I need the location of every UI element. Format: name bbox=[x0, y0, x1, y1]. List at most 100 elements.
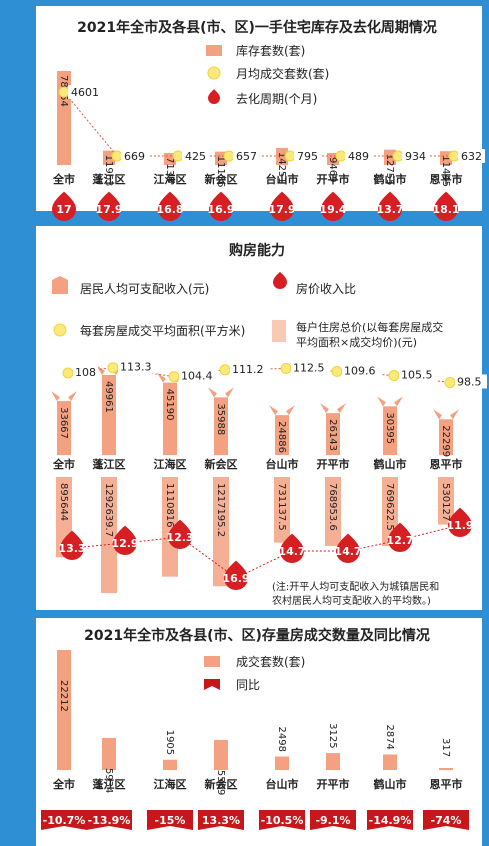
chart3-yoy-value-1: -13.9% bbox=[88, 814, 131, 827]
chart1-bar-value-1: 11963 bbox=[103, 155, 114, 187]
chart2-total-value-1: 1292639.7 bbox=[103, 483, 114, 537]
chart2-ratio-drop-0-label: 13.3 bbox=[58, 542, 85, 555]
divider-top bbox=[10, 214, 470, 220]
chart2-category-2: 江海区 bbox=[154, 457, 187, 471]
chart3-yoy-badge-4 bbox=[259, 810, 305, 830]
chart2-income-horn-right-4 bbox=[286, 405, 295, 416]
chart1-legend-dot-swatch bbox=[207, 66, 221, 80]
chart2-area-box-3 bbox=[230, 361, 269, 376]
chart1-category-7: 恩平市 bbox=[430, 172, 463, 186]
chart2-total-value-0: 895644 bbox=[58, 483, 69, 521]
chart1-bar-value-3: 11136 bbox=[215, 156, 226, 188]
chart2-total-bar-3 bbox=[213, 477, 229, 587]
chart2-legend-total-line2: 平均面积×成交均价)(元) bbox=[296, 335, 417, 349]
chart2-legend-total-line1: 每户住房总价(以每套房屋成交 bbox=[296, 320, 443, 334]
chart2-area-box-0 bbox=[73, 365, 98, 379]
chart3-yoy-value-0: -10.7% bbox=[43, 814, 86, 827]
chart1-monthly-dot-0 bbox=[58, 86, 70, 98]
chart2-area-value-7: 98.5 bbox=[457, 376, 482, 389]
chart2-ratio-drop-2 bbox=[168, 519, 192, 549]
chart1-cycle-drop-5 bbox=[321, 191, 345, 221]
chart2-income-horn-left-2 bbox=[157, 372, 166, 383]
chart3-category-7: 恩平市 bbox=[430, 777, 463, 791]
chart3-category-6: 鹤山市 bbox=[374, 777, 407, 791]
chart1-cycle-drop-7 bbox=[434, 191, 458, 221]
chart3-yoy-badge-2 bbox=[147, 810, 193, 830]
chart1-cycle-drop-0 bbox=[52, 191, 76, 221]
chart2-income-horn-right-6 bbox=[394, 396, 403, 407]
chart3-yoy-badge-3 bbox=[198, 810, 244, 830]
chart2-title: 购房能力 bbox=[229, 242, 285, 259]
chart1-monthly-value-4: 795 bbox=[297, 150, 318, 163]
chart3-category-1: 蓬江区 bbox=[93, 777, 126, 791]
chart3-yoy-value-6: -14.9% bbox=[369, 814, 412, 827]
chart2-ratio-drop-3 bbox=[224, 560, 248, 590]
divider-bottom bbox=[10, 611, 470, 617]
chart1-monthly-dot-3 bbox=[223, 150, 235, 162]
chart2-area-value-5: 109.6 bbox=[344, 364, 376, 377]
chart3-bar-1 bbox=[102, 737, 116, 770]
chart2-category-3: 新会区 bbox=[205, 457, 238, 471]
chart2-ratio-drop-6-label: 12.7 bbox=[386, 534, 413, 547]
chart3-bar-2 bbox=[163, 759, 177, 770]
chart1-cycle-drop-6 bbox=[378, 191, 402, 221]
chart2-area-dot-3 bbox=[219, 364, 231, 376]
chart2-area-value-6: 105.5 bbox=[401, 369, 433, 382]
chart2-ratio-drop-4 bbox=[280, 533, 304, 563]
chart1-bar-value-4: 14251 bbox=[276, 152, 287, 184]
chart2-total-bar-1 bbox=[101, 477, 117, 593]
chart1-cycle-drop-4 bbox=[270, 191, 294, 221]
chart2-income-value-1: 49961 bbox=[103, 381, 114, 413]
chart2-category-4: 台山市 bbox=[266, 457, 299, 471]
chart1-monthly-value-5: 489 bbox=[348, 150, 369, 163]
chart2-area-box-4 bbox=[291, 360, 330, 375]
chart1-monthly-dot-4 bbox=[284, 150, 296, 162]
chart3-yoy-value-4: -10.5% bbox=[261, 814, 304, 827]
chart1-monthly-dot-1 bbox=[111, 150, 123, 162]
chart2-ratio-drop-7 bbox=[448, 507, 472, 537]
chart2-area-dot-0 bbox=[62, 367, 74, 379]
chart2-area-value-3: 111.2 bbox=[232, 363, 264, 376]
chart2-area-box-5 bbox=[342, 363, 381, 378]
chart3-yoy-badge-6 bbox=[367, 810, 413, 830]
chart1-legend-monthly: 月均成交套数(套) bbox=[236, 66, 329, 81]
chart2-area-box-7 bbox=[455, 374, 487, 389]
chart1-cycle-drop-3-label: 16.9 bbox=[207, 203, 234, 216]
chart3-bar-value-4: 2498 bbox=[276, 727, 287, 752]
chart2-ratio-drop-6 bbox=[388, 522, 412, 552]
chart2-income-bar-0 bbox=[57, 401, 71, 455]
chart3-bar-value-7: 317 bbox=[440, 738, 451, 757]
chart2-category-7: 恩平市 bbox=[430, 457, 463, 471]
chart2-area-dot-4 bbox=[280, 363, 292, 374]
chart2-area-dot-6 bbox=[388, 370, 400, 381]
chart3-yoy-value-5: -9.1% bbox=[315, 814, 350, 827]
chart1-category-1: 蓬江区 bbox=[93, 172, 126, 186]
chart1-monthly-dot-2 bbox=[172, 150, 184, 162]
chart2-note-line2: 农村居民人均可支配收入的平均数。) bbox=[272, 594, 431, 607]
chart1-bar-value-2: 7133 bbox=[164, 157, 175, 182]
chart1-legend-cycle: 去化周期(个月) bbox=[236, 92, 317, 106]
chart2-income-horn-right-3 bbox=[225, 387, 234, 398]
chart2-legend-income-swatch bbox=[52, 276, 68, 294]
chart1-cycle-drop-1 bbox=[97, 191, 121, 221]
chart2-income-horn-right-5 bbox=[337, 403, 346, 414]
chart1-monthly-value-3: 657 bbox=[236, 150, 257, 163]
chart1-title: 2021年全市及各县(市、区)一手住宅库存及去化周期情况 bbox=[77, 19, 437, 36]
chart3-legend-yoy-swatch bbox=[204, 679, 220, 690]
chart2-legend-total-swatch bbox=[272, 320, 286, 342]
chart3-category-5: 开平市 bbox=[317, 777, 350, 791]
chart2-income-value-2: 45190 bbox=[164, 389, 175, 421]
chart3-bar-7 bbox=[439, 768, 453, 770]
chart2-category-1: 蓬江区 bbox=[93, 457, 126, 471]
chart2-income-horn-left-6 bbox=[377, 396, 386, 407]
chart2-legend-area: 每套房屋成交平均面积(平方米) bbox=[80, 323, 245, 338]
chart1-monthly-value-0: 4601 bbox=[71, 86, 99, 99]
chart2-area-dot-7 bbox=[444, 377, 456, 388]
chart1-monthly-box-7 bbox=[458, 149, 485, 163]
chart1-monthly-box-0 bbox=[68, 85, 102, 99]
chart2-income-horn-left-7 bbox=[433, 409, 442, 420]
chart1-monthly-value-1: 669 bbox=[124, 150, 145, 163]
chart3-category-3: 新会区 bbox=[205, 777, 238, 791]
chart2-area-value-2: 104.4 bbox=[181, 370, 213, 383]
